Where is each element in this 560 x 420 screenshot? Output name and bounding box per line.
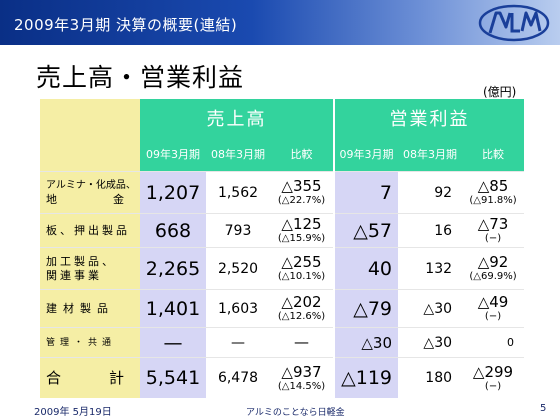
table-row: 板、押出製品 668 793 △125 (△15.9%) △57 16 △73 (−…	[40, 213, 525, 248]
op-fy09-value: 40	[333, 247, 399, 290]
col-header-sales-compare: 比較	[270, 137, 335, 172]
op-compare-value: △92	[477, 253, 509, 271]
sales-fy08-value: 1,562	[206, 171, 270, 214]
header-title: 2009年3月期 決算の概要(連結)	[14, 16, 238, 34]
sales-compare-value: △125	[281, 215, 322, 233]
sales-fy09-value: 1,401	[140, 289, 206, 328]
op-compare-value: △299	[472, 362, 514, 381]
sales-fy08-value: 1,603	[206, 289, 270, 328]
footer-tagline: アルミのことなら日軽金	[246, 408, 345, 418]
row-label: 建材製品	[40, 289, 140, 328]
row-label-line2: 関連事業	[46, 268, 102, 282]
sales-compare-value: △355	[281, 177, 322, 195]
op-fy08-value: 132	[398, 247, 463, 290]
op-fy08-value: 180	[398, 357, 463, 398]
op-compare: △49 (−)	[462, 289, 525, 328]
sales-fy08-value: 793	[206, 213, 270, 248]
sales-compare: △202 (△12.6%)	[270, 289, 335, 328]
sales-compare-value: △255	[281, 253, 322, 271]
op-fy08-value: 92	[398, 171, 463, 214]
nlm-logo-icon	[478, 4, 550, 42]
sales-fy09-value: 1,207	[140, 171, 206, 214]
op-fy08-value: 16	[398, 213, 463, 248]
op-fy09-value: △79	[333, 289, 399, 328]
row-label-line2b: 金	[113, 193, 124, 206]
sales-compare-pct: (△14.5%)	[277, 380, 326, 392]
sales-fy08-value: —	[206, 327, 270, 358]
col-header-sales-fy09: 09年3月期	[140, 137, 206, 172]
row-label-b: 計	[108, 369, 124, 387]
op-compare-pct: (−)	[484, 311, 502, 322]
op-fy09-value: △119	[333, 357, 399, 398]
col-header-sales-fy08: 08年3月期	[206, 137, 270, 172]
row-label: 加工製品、 関連事業	[40, 247, 140, 290]
sales-fy09-value: 2,265	[140, 247, 206, 290]
financial-table: 売上高 営業利益 09年3月期 08年3月期 比較 09年3月期 08年3月期 …	[40, 99, 525, 398]
op-compare-value: △73	[477, 215, 509, 233]
op-compare: △73 (−)	[462, 213, 525, 248]
sales-fy09-value: —	[140, 327, 206, 358]
sales-compare-pct: (△22.7%)	[277, 195, 326, 206]
op-compare-pct: (△69.9%)	[469, 271, 517, 282]
page-number: 5	[540, 403, 547, 414]
group-header-sales: 売上高	[140, 99, 335, 137]
op-fy09-value: 7	[333, 171, 399, 214]
group-header-operating-income: 営業利益	[333, 99, 525, 137]
table-row: 管理・共通 — — — △30 △30 0	[40, 327, 525, 358]
sales-fy09-value: 5,541	[140, 357, 206, 398]
col-header-op-fy09: 09年3月期	[333, 137, 399, 172]
sales-compare: △937 (△14.5%)	[270, 357, 335, 398]
sales-compare-pct: (△15.9%)	[277, 233, 326, 244]
sales-fy08-value: 2,520	[206, 247, 270, 290]
row-label-a: 合	[46, 369, 62, 387]
row-label-line1: アルミナ・化成品、	[46, 180, 136, 191]
op-compare: △85 (△91.8%)	[462, 171, 525, 214]
op-fy09-value: △30	[333, 327, 399, 358]
op-compare-pct: (−)	[484, 233, 502, 244]
row-label: 管理・共通	[40, 327, 140, 358]
sales-fy08-value: 6,478	[206, 357, 270, 398]
table-row: 加工製品、 関連事業 2,265 2,520 △255 (△10.1%) 40 1…	[40, 247, 525, 290]
table-row: 建材製品 1,401 1,603 △202 (△12.6%) △79 △30 △4…	[40, 289, 525, 328]
unit-label: (億円)	[483, 85, 517, 99]
op-fy08-value: △30	[398, 289, 463, 328]
op-compare: △299 (−)	[462, 357, 525, 398]
col-header-op-fy08: 08年3月期	[398, 137, 463, 172]
table-row: 合計 5,541 6,478 △937 (△14.5%) △119 180 △29…	[40, 357, 525, 398]
page-title: 売上高・営業利益	[36, 63, 245, 92]
table-row: アルミナ・化成品、 地金 1,207 1,562 △355 (△22.7%) 7 …	[40, 171, 525, 214]
header-bar: 2009年3月期 決算の概要(連結)	[0, 0, 560, 45]
footer-date: 2009年 5月19日	[34, 407, 112, 418]
corner-cell	[40, 99, 140, 172]
sales-compare-value: △937	[281, 362, 322, 381]
row-label-line1: 加工製品、	[46, 254, 116, 268]
op-compare-pct: (−)	[484, 380, 502, 392]
sales-compare-pct: (△12.6%)	[277, 311, 326, 322]
row-label-line2a: 地	[46, 193, 57, 206]
sales-compare: △125 (△15.9%)	[270, 213, 335, 248]
op-fy09-value: △57	[333, 213, 399, 248]
op-compare-pct: (△91.8%)	[469, 195, 517, 206]
sales-compare: △255 (△10.1%)	[270, 247, 335, 290]
op-fy08-value: △30	[398, 327, 463, 358]
row-label: 合計	[40, 357, 140, 398]
op-compare: △92 (△69.9%)	[462, 247, 525, 290]
op-compare-value: △49	[477, 293, 509, 311]
sales-compare-pct: (△10.1%)	[277, 271, 326, 282]
sales-fy09-value: 668	[140, 213, 206, 248]
sales-compare-value: —	[270, 327, 335, 358]
sales-compare-value: △202	[281, 293, 322, 311]
col-header-op-compare: 比較	[462, 137, 525, 172]
row-label: アルミナ・化成品、 地 金	[40, 171, 140, 214]
op-compare-value: △85	[477, 177, 509, 195]
row-label: 板、押出製品	[40, 213, 140, 248]
sales-compare: △355 (△22.7%)	[270, 171, 335, 214]
op-compare-value: 0	[462, 327, 525, 358]
